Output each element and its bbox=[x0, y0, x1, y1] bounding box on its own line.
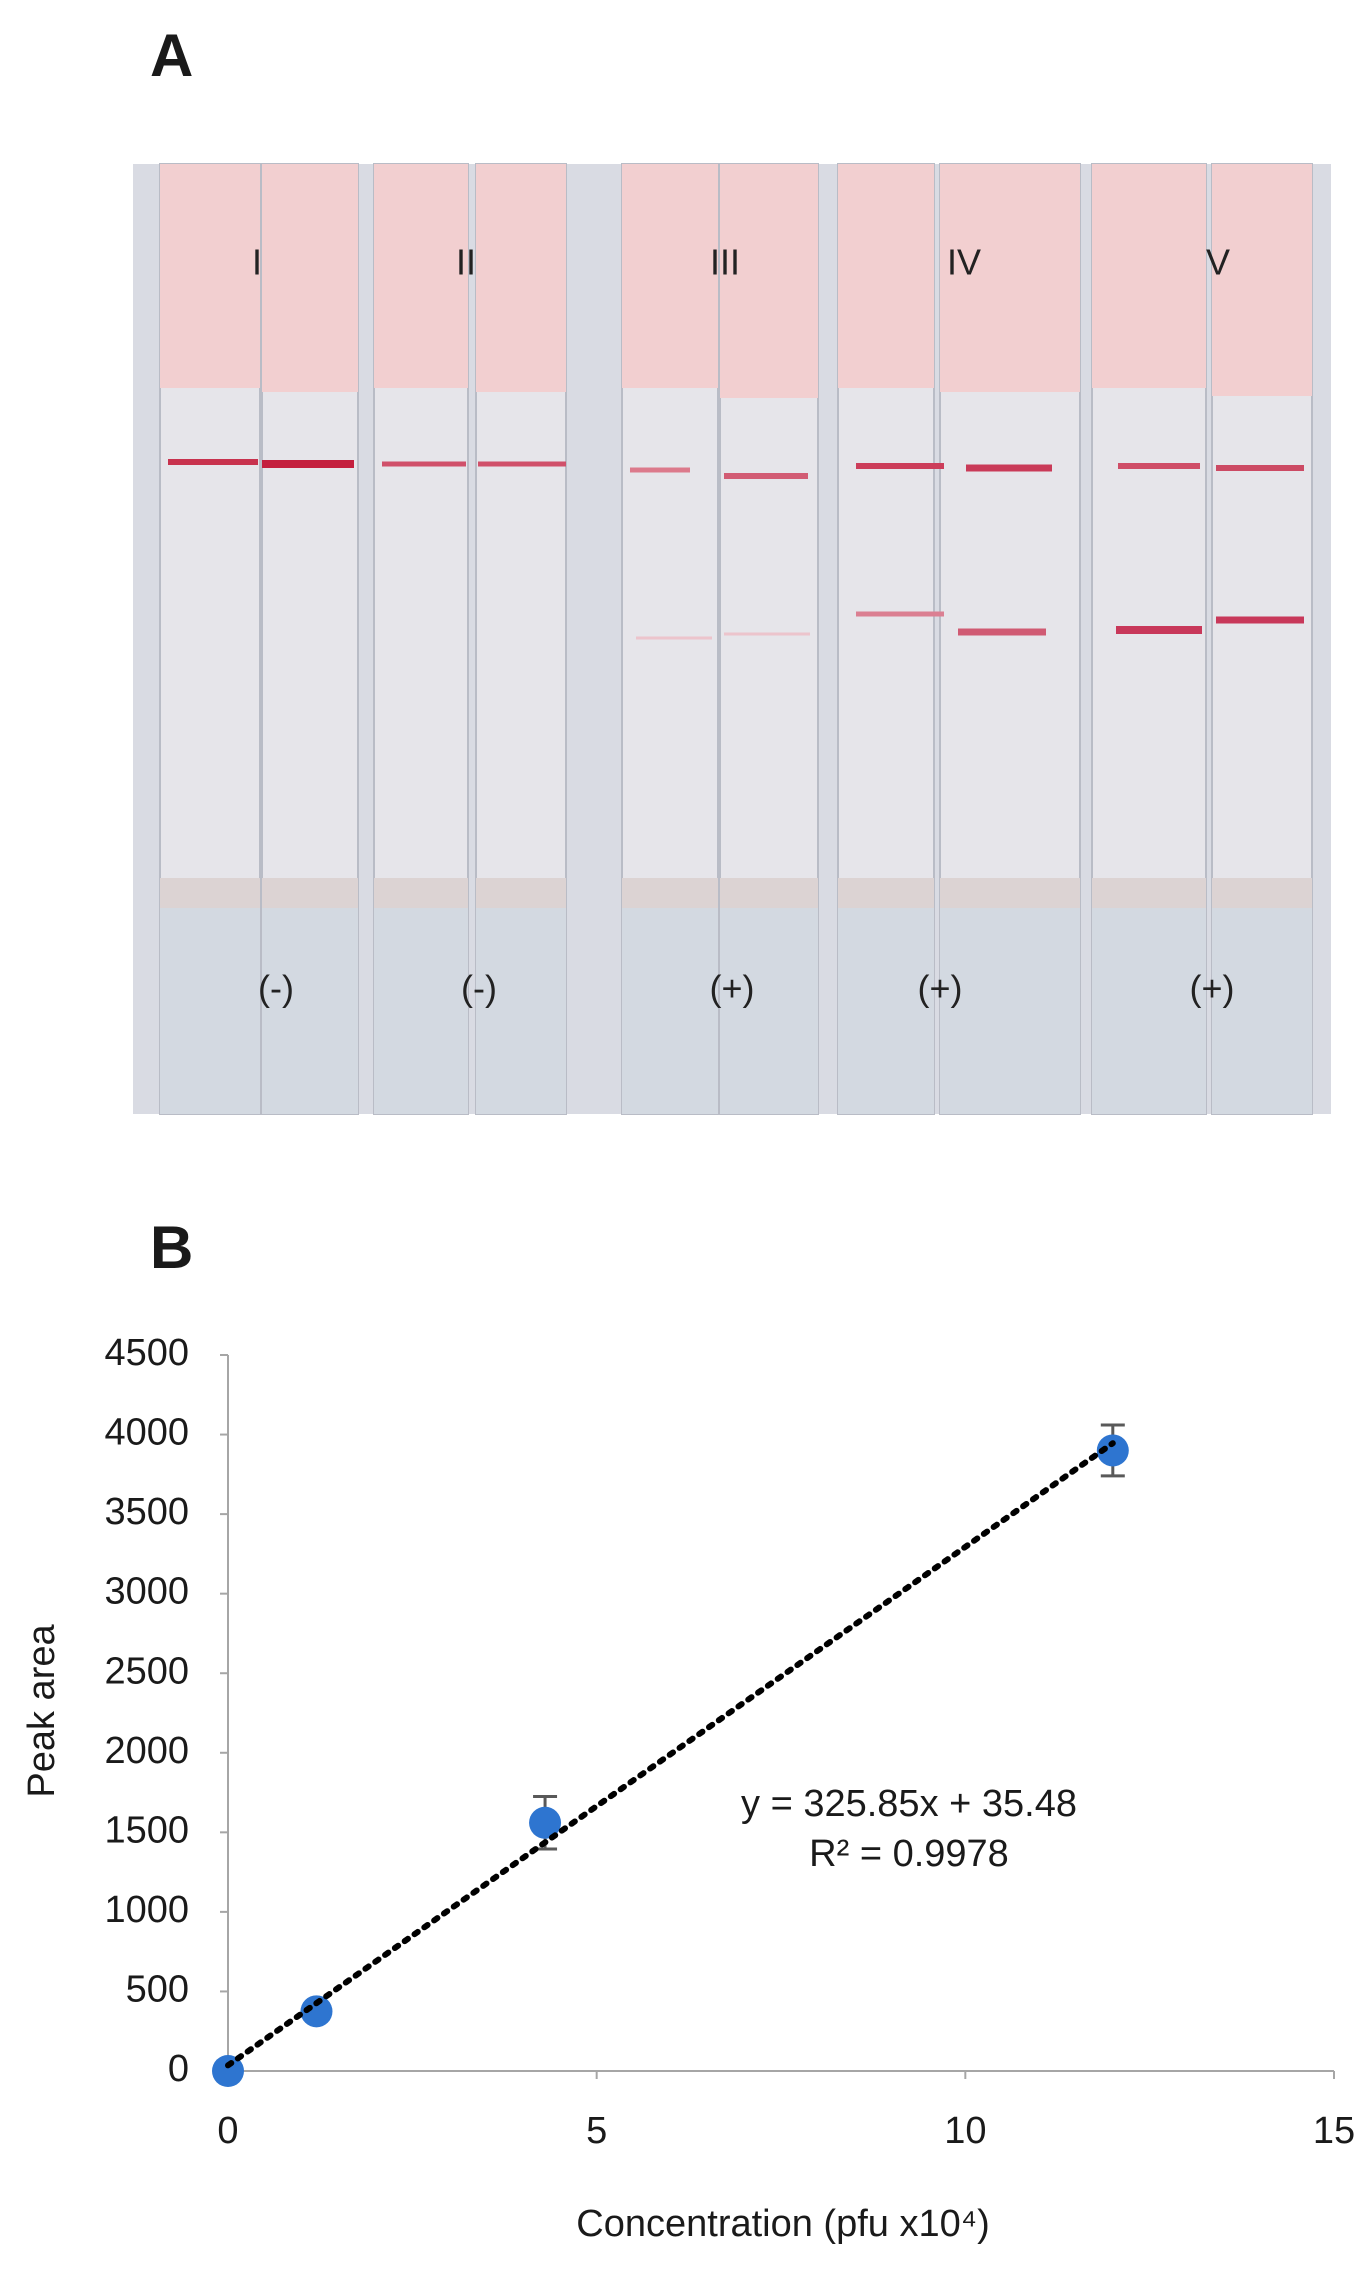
absorbent-pad bbox=[374, 878, 468, 908]
x-tick-label: 0 bbox=[217, 2110, 238, 2152]
x-tick-label: 15 bbox=[1313, 2110, 1355, 2152]
absorbent-pad bbox=[160, 878, 260, 908]
x-axis-label: Concentration (pfu x10⁴) bbox=[576, 2203, 989, 2245]
result-label: (-) bbox=[461, 968, 497, 1009]
y-tick-label: 1500 bbox=[104, 1809, 189, 1851]
sample-pad bbox=[476, 164, 566, 392]
absorbent-pad bbox=[622, 878, 718, 908]
y-axis-label: Peak area bbox=[21, 1624, 63, 1798]
sample-pad bbox=[374, 164, 468, 388]
panel-label: A bbox=[150, 22, 193, 89]
strip-label: V bbox=[1206, 242, 1230, 283]
conjugate-pad bbox=[940, 908, 1080, 1114]
strip-photo: I II III IV V(-) (-) (+) (+) (+) bbox=[133, 163, 1331, 1115]
conjugate-pad bbox=[374, 908, 468, 1114]
sample-pad bbox=[262, 164, 358, 392]
band-line bbox=[724, 632, 810, 636]
point bbox=[300, 1995, 333, 2028]
strip-label: III bbox=[710, 242, 740, 283]
result-label: (+) bbox=[1190, 968, 1235, 1009]
x-tick-label: 10 bbox=[944, 2110, 986, 2152]
y-tick-label: 4500 bbox=[104, 1332, 189, 1374]
band-line bbox=[168, 459, 258, 465]
band-line bbox=[966, 464, 1052, 472]
conjugate-pad bbox=[838, 908, 934, 1114]
band-line bbox=[1216, 616, 1304, 624]
sample-pad bbox=[622, 164, 718, 388]
sample-pad bbox=[1212, 164, 1312, 396]
result-label: (-) bbox=[258, 968, 294, 1009]
trendline-r-squared: R² = 0.9978 bbox=[809, 1833, 1009, 1875]
band-line bbox=[856, 611, 944, 617]
conjugate-pad bbox=[622, 908, 718, 1114]
band-line bbox=[262, 460, 354, 468]
strip-label: I bbox=[252, 242, 262, 283]
y-tick-label: 500 bbox=[126, 1968, 189, 2010]
conjugate-pad bbox=[1212, 908, 1312, 1114]
conjugate-pad bbox=[720, 908, 818, 1114]
y-tick-label: 3500 bbox=[104, 1491, 189, 1533]
band-line bbox=[1118, 463, 1200, 469]
conjugate-pad bbox=[262, 908, 358, 1114]
y-tick-label: 2500 bbox=[104, 1650, 189, 1692]
y-tick-label: 4000 bbox=[104, 1412, 189, 1454]
conjugate-pad bbox=[160, 908, 260, 1114]
conjugate-pad bbox=[476, 908, 566, 1114]
absorbent-pad bbox=[476, 878, 566, 908]
trendline bbox=[225, 1440, 1116, 2069]
sample-pad bbox=[1092, 164, 1206, 388]
result-label: (+) bbox=[710, 968, 755, 1009]
trendline-equation: y = 325.85x + 35.48 bbox=[741, 1783, 1077, 1825]
band-line bbox=[1216, 465, 1304, 471]
band-line bbox=[856, 463, 944, 469]
point bbox=[212, 2055, 244, 2087]
band-line bbox=[382, 461, 466, 467]
chart: 0 500 1000 1500 2000 2500 3000 3500 4000 4500 0 5 10… bbox=[21, 1332, 1355, 2245]
panel-label: B bbox=[150, 1214, 193, 1281]
point bbox=[1096, 1434, 1129, 1467]
absorbent-pad bbox=[940, 878, 1080, 908]
y-tick-label: 0 bbox=[168, 2048, 189, 2090]
point bbox=[529, 1806, 562, 1839]
sample-pad bbox=[940, 164, 1080, 392]
result-label: (+) bbox=[918, 968, 963, 1009]
band-line bbox=[724, 473, 808, 479]
sample-pad bbox=[838, 164, 934, 388]
strip-label: IV bbox=[947, 242, 981, 283]
sample-pad bbox=[720, 164, 818, 398]
absorbent-pad bbox=[262, 878, 358, 908]
y-tick-label: 3000 bbox=[104, 1571, 189, 1613]
band-line bbox=[1116, 626, 1202, 634]
band-line bbox=[958, 628, 1046, 636]
x-tick-label: 5 bbox=[586, 2110, 607, 2152]
band-line bbox=[478, 461, 566, 467]
band-line bbox=[636, 636, 712, 640]
band-line bbox=[630, 467, 690, 473]
strip-label: II bbox=[456, 242, 476, 283]
absorbent-pad bbox=[838, 878, 934, 908]
conjugate-pad bbox=[1092, 908, 1206, 1114]
y-tick-label: 1000 bbox=[104, 1889, 189, 1931]
absorbent-pad bbox=[1212, 878, 1312, 908]
absorbent-pad bbox=[720, 878, 818, 908]
sample-pad bbox=[160, 164, 260, 388]
y-tick-label: 2000 bbox=[104, 1730, 189, 1772]
absorbent-pad bbox=[1092, 878, 1206, 908]
